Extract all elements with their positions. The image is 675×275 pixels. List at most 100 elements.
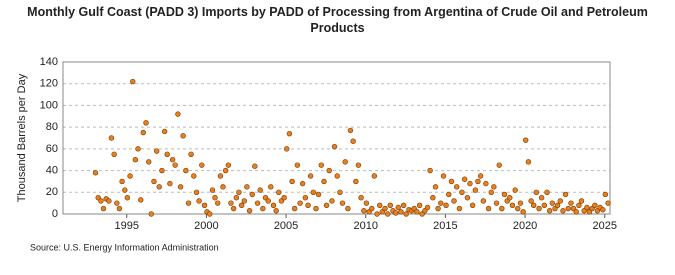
- point: [517, 200, 524, 206]
- point: [233, 195, 240, 201]
- point: [310, 189, 317, 195]
- point: [584, 204, 590, 211]
- point: [363, 200, 370, 206]
- point: [398, 209, 404, 215]
- point: [573, 209, 579, 215]
- point: [541, 202, 548, 209]
- point: [355, 162, 362, 168]
- point: [546, 208, 553, 214]
- point: [414, 209, 420, 215]
- point: [578, 198, 585, 204]
- point: [443, 202, 449, 209]
- y-tick-label: 40: [46, 164, 58, 176]
- point: [270, 202, 277, 209]
- point: [276, 189, 282, 195]
- point: [528, 198, 534, 204]
- point: [191, 173, 197, 179]
- point: [156, 184, 162, 190]
- point: [385, 211, 391, 217]
- point: [430, 195, 436, 201]
- point: [515, 205, 521, 212]
- y-tick-label: 140: [40, 56, 58, 68]
- point: [461, 176, 468, 182]
- point: [140, 129, 147, 136]
- y-tick-label: 80: [46, 121, 58, 133]
- point: [124, 195, 131, 201]
- x-tick-label: 2025: [592, 220, 616, 232]
- point: [185, 200, 192, 206]
- point: [438, 200, 444, 206]
- point: [286, 130, 293, 137]
- point: [533, 189, 540, 195]
- point: [244, 184, 250, 190]
- y-tick-label: 20: [46, 186, 58, 198]
- point: [153, 148, 160, 154]
- point: [111, 151, 117, 157]
- point: [305, 202, 311, 209]
- x-tick-label: 2005: [274, 220, 298, 232]
- point: [108, 135, 115, 141]
- point: [297, 200, 303, 206]
- point: [175, 111, 181, 117]
- point: [98, 198, 104, 204]
- point: [268, 184, 274, 190]
- point: [499, 205, 505, 212]
- point: [196, 198, 202, 204]
- source: Source: U.S. Energy Information Administ…: [30, 242, 219, 252]
- point: [353, 178, 359, 185]
- point: [448, 178, 455, 185]
- point: [337, 189, 343, 195]
- point: [199, 162, 205, 168]
- point: [217, 173, 224, 179]
- point: [557, 198, 563, 204]
- point: [382, 205, 388, 212]
- point: [334, 173, 340, 179]
- point: [432, 184, 439, 190]
- point: [230, 205, 237, 212]
- point: [403, 211, 409, 217]
- point: [576, 202, 582, 209]
- point: [329, 198, 335, 204]
- point: [183, 167, 189, 174]
- point: [592, 202, 598, 209]
- x-tick-label: 2020: [513, 220, 537, 232]
- point: [313, 205, 319, 212]
- point: [135, 146, 141, 152]
- point: [146, 159, 152, 165]
- point: [249, 191, 255, 198]
- point: [180, 133, 186, 139]
- point: [215, 200, 221, 206]
- point: [220, 184, 226, 190]
- plot-frame: [62, 61, 611, 215]
- point: [435, 205, 441, 212]
- point: [523, 137, 529, 143]
- point: [254, 200, 261, 206]
- x-tick-label: 2000: [194, 220, 218, 232]
- point: [525, 159, 532, 165]
- point: [106, 198, 112, 204]
- point: [358, 195, 364, 201]
- chart-title: Monthly Gulf Coast (PADD 3) Imports by P…: [27, 5, 648, 35]
- point: [427, 167, 433, 174]
- point: [326, 167, 332, 174]
- point: [477, 173, 484, 179]
- point: [236, 189, 242, 195]
- point: [284, 146, 290, 152]
- y-tick-label: 60: [46, 143, 58, 155]
- point: [459, 189, 465, 195]
- y-axis-label: Thousand Barrels per Day: [16, 73, 28, 202]
- point: [507, 195, 513, 201]
- point: [291, 205, 298, 212]
- point: [560, 208, 566, 214]
- point: [273, 208, 279, 214]
- y-tick-label: 120: [40, 78, 58, 90]
- point: [289, 178, 295, 185]
- point: [501, 191, 508, 198]
- point: [315, 191, 322, 198]
- point: [512, 187, 518, 193]
- point: [318, 162, 324, 168]
- point: [207, 211, 213, 217]
- point: [416, 202, 423, 209]
- point: [568, 200, 574, 206]
